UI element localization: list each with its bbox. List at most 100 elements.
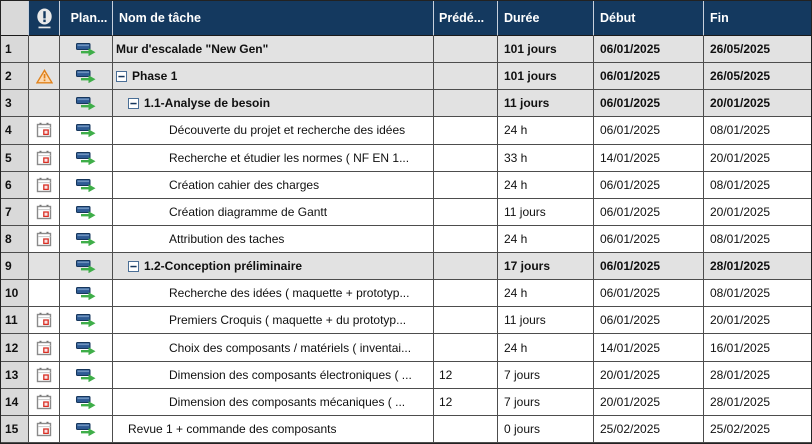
end-date-cell[interactable]: 08/01/2025 <box>704 225 811 254</box>
collapse-minus-icon[interactable] <box>128 260 139 272</box>
predecessor-cell[interactable]: 12 <box>434 361 498 389</box>
task-name-cell[interactable]: Recherche et étudier les normes ( NF EN … <box>113 144 434 172</box>
predecessor-cell[interactable] <box>434 90 498 118</box>
end-date-cell[interactable]: 16/01/2025 <box>704 334 811 362</box>
task-mode-cell[interactable] <box>60 36 113 64</box>
predecessor-cell[interactable] <box>434 36 498 64</box>
row-id-cell[interactable]: 14 <box>1 388 29 416</box>
task-name-cell[interactable]: Revue 1 + commande des composants <box>113 415 434 443</box>
task-name-cell[interactable]: Création diagramme de Gantt <box>113 198 434 226</box>
end-date-cell[interactable]: 28/01/2025 <box>704 253 811 281</box>
row-id-cell[interactable]: 15 <box>1 415 29 443</box>
row-id-cell[interactable]: 13 <box>1 361 29 389</box>
task-name-cell[interactable]: Premiers Croquis ( maquette + du prototy… <box>113 307 434 335</box>
row-id-cell[interactable]: 11 <box>1 307 29 335</box>
start-date-cell[interactable]: 06/01/2025 <box>594 171 704 199</box>
column-header-duration[interactable]: Durée <box>498 1 594 36</box>
indicator-cell[interactable] <box>29 415 60 443</box>
task-mode-cell[interactable] <box>60 334 113 362</box>
column-header-plan[interactable]: Plan... <box>60 1 113 36</box>
indicator-cell[interactable] <box>29 171 60 199</box>
start-date-cell[interactable]: 14/01/2025 <box>594 144 704 172</box>
end-date-cell[interactable]: 28/01/2025 <box>704 361 811 389</box>
end-date-cell[interactable]: 20/01/2025 <box>704 198 811 226</box>
collapse-minus-icon[interactable] <box>128 97 139 109</box>
indicator-cell[interactable] <box>29 280 60 308</box>
task-mode-cell[interactable] <box>60 307 113 335</box>
predecessor-cell[interactable] <box>434 144 498 172</box>
predecessor-cell[interactable] <box>434 253 498 281</box>
predecessor-cell[interactable] <box>434 225 498 254</box>
start-date-cell[interactable]: 25/02/2025 <box>594 415 704 443</box>
row-id-cell[interactable]: 12 <box>1 334 29 362</box>
end-date-cell[interactable]: 20/01/2025 <box>704 144 811 172</box>
start-date-cell[interactable]: 06/01/2025 <box>594 225 704 254</box>
column-header-predecessors[interactable]: Prédé... <box>434 1 498 36</box>
predecessor-cell[interactable] <box>434 63 498 91</box>
row-id-cell[interactable]: 5 <box>1 144 29 172</box>
indicator-cell[interactable] <box>29 63 60 91</box>
start-date-cell[interactable]: 14/01/2025 <box>594 334 704 362</box>
duration-cell[interactable]: 24 h <box>498 280 594 308</box>
start-date-cell[interactable]: 06/01/2025 <box>594 63 704 91</box>
start-date-cell[interactable]: 06/01/2025 <box>594 253 704 281</box>
duration-cell[interactable]: 101 jours <box>498 63 594 91</box>
task-name-cell[interactable]: Dimension des composants mécaniques ( ..… <box>113 388 434 416</box>
task-name-cell[interactable]: 1.2-Conception préliminaire <box>113 253 434 281</box>
duration-cell[interactable]: 24 h <box>498 225 594 254</box>
end-date-cell[interactable]: 08/01/2025 <box>704 117 811 145</box>
task-name-cell[interactable]: Découverte du projet et recherche des id… <box>113 117 434 145</box>
duration-cell[interactable]: 11 jours <box>498 198 594 226</box>
duration-cell[interactable]: 33 h <box>498 144 594 172</box>
start-date-cell[interactable]: 06/01/2025 <box>594 198 704 226</box>
task-name-cell[interactable]: Phase 1 <box>113 63 434 91</box>
predecessor-cell[interactable] <box>434 415 498 443</box>
column-header-id[interactable] <box>1 1 29 36</box>
indicator-cell[interactable] <box>29 117 60 145</box>
indicator-cell[interactable] <box>29 361 60 389</box>
end-date-cell[interactable]: 26/05/2025 <box>704 36 811 64</box>
row-id-cell[interactable]: 4 <box>1 117 29 145</box>
start-date-cell[interactable]: 20/01/2025 <box>594 388 704 416</box>
duration-cell[interactable]: 101 jours <box>498 36 594 64</box>
indicator-cell[interactable] <box>29 388 60 416</box>
end-date-cell[interactable]: 20/01/2025 <box>704 90 811 118</box>
predecessor-cell[interactable]: 12 <box>434 388 498 416</box>
duration-cell[interactable]: 11 jours <box>498 307 594 335</box>
start-date-cell[interactable]: 20/01/2025 <box>594 361 704 389</box>
duration-cell[interactable]: 24 h <box>498 334 594 362</box>
task-mode-cell[interactable] <box>60 253 113 281</box>
duration-cell[interactable]: 0 jours <box>498 415 594 443</box>
predecessor-cell[interactable] <box>434 280 498 308</box>
end-date-cell[interactable]: 20/01/2025 <box>704 307 811 335</box>
indicator-cell[interactable] <box>29 198 60 226</box>
column-header-task-name[interactable]: Nom de tâche <box>113 1 434 36</box>
task-name-cell[interactable]: Recherche des idées ( maquette + prototy… <box>113 280 434 308</box>
task-mode-cell[interactable] <box>60 361 113 389</box>
predecessor-cell[interactable] <box>434 117 498 145</box>
task-name-cell[interactable]: Choix des composants / matériels ( inven… <box>113 334 434 362</box>
indicator-cell[interactable] <box>29 36 60 64</box>
start-date-cell[interactable]: 06/01/2025 <box>594 90 704 118</box>
indicator-cell[interactable] <box>29 225 60 254</box>
end-date-cell[interactable]: 25/02/2025 <box>704 415 811 443</box>
start-date-cell[interactable]: 06/01/2025 <box>594 117 704 145</box>
predecessor-cell[interactable] <box>434 307 498 335</box>
duration-cell[interactable]: 17 jours <box>498 253 594 281</box>
task-mode-cell[interactable] <box>60 63 113 91</box>
indicator-cell[interactable] <box>29 90 60 118</box>
indicator-cell[interactable] <box>29 253 60 281</box>
task-mode-cell[interactable] <box>60 415 113 443</box>
task-name-cell[interactable]: 1.1-Analyse de besoin <box>113 90 434 118</box>
end-date-cell[interactable]: 08/01/2025 <box>704 171 811 199</box>
row-id-cell[interactable]: 6 <box>1 171 29 199</box>
task-name-cell[interactable]: Attribution des taches <box>113 225 434 254</box>
duration-cell[interactable]: 7 jours <box>498 388 594 416</box>
predecessor-cell[interactable] <box>434 334 498 362</box>
start-date-cell[interactable]: 06/01/2025 <box>594 280 704 308</box>
indicator-cell[interactable] <box>29 334 60 362</box>
start-date-cell[interactable]: 06/01/2025 <box>594 307 704 335</box>
column-header-end[interactable]: Fin <box>704 1 811 36</box>
duration-cell[interactable]: 24 h <box>498 117 594 145</box>
end-date-cell[interactable]: 08/01/2025 <box>704 280 811 308</box>
